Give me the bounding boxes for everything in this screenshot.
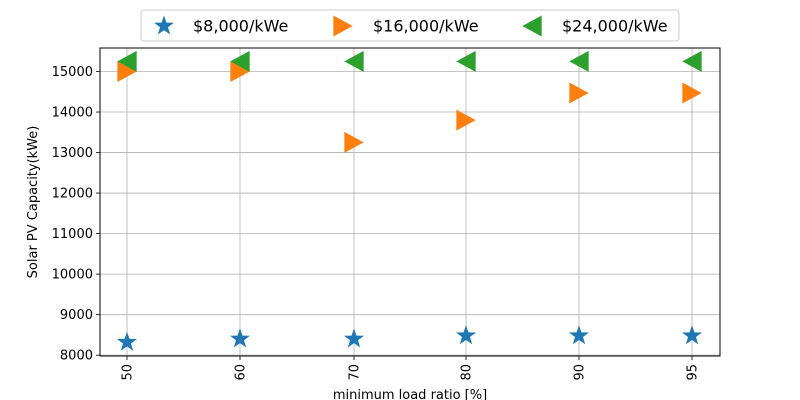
- marker-series-1-point-5: [682, 82, 702, 104]
- y-axis-label: Solar PV Capacity(kWe): [26, 126, 41, 279]
- legend-label: $24,000/kWe: [562, 17, 668, 36]
- marker-series-1-point-1: [230, 61, 250, 83]
- plot-frame: [99, 47, 721, 357]
- marker-series-0-point-5: [682, 325, 702, 345]
- y-tick-label: 13000: [52, 146, 93, 161]
- grid-lines: [100, 48, 720, 356]
- x-tick-label: 80: [460, 364, 475, 381]
- legend-box: [140, 9, 680, 42]
- plot-area: [100, 48, 720, 356]
- marker-series-0-point-0: [117, 331, 137, 351]
- marker-series-2-point-5: [682, 50, 702, 72]
- y-axis-ticks: 8000 9000 10000 11000 12000 13000 14000 15000: [52, 65, 100, 364]
- data-markers: [117, 50, 702, 351]
- legend-marker: [522, 15, 542, 37]
- marker-series-0-point-3: [456, 325, 476, 345]
- y-tick-label: 14000: [52, 106, 93, 121]
- x-tick-label: 70: [348, 364, 363, 381]
- y-tick-label: 10000: [52, 268, 93, 283]
- y-tick-label: 12000: [52, 187, 93, 202]
- legend-label: $8,000/kWe: [193, 17, 288, 36]
- x-tick-label: 90: [573, 364, 588, 381]
- x-axis-label: minimum load ratio [%]: [333, 388, 487, 400]
- marker-series-2-point-0: [117, 50, 137, 72]
- x-tick-label: 95: [686, 364, 701, 381]
- y-tick-label: 15000: [52, 65, 93, 80]
- marker-series-1-point-3: [456, 109, 476, 131]
- marker-series-2-point-4: [569, 50, 589, 72]
- marker-series-0-point-2: [344, 328, 364, 348]
- y-tick-label: 8000: [60, 349, 93, 364]
- x-axis-ticks: 50 60 70 80 90 95: [121, 356, 701, 381]
- marker-series-0-point-1: [230, 328, 250, 348]
- marker-series-1-point-4: [569, 82, 589, 104]
- marker-series-2-point-3: [456, 50, 476, 72]
- legend: $8,000/kWe $16,000/kWe $24,000/kWe: [140, 9, 680, 42]
- marker-series-2-point-2: [344, 50, 364, 72]
- legend-marker: [154, 15, 174, 35]
- x-tick-label: 50: [121, 364, 136, 381]
- marker-series-2-point-1: [230, 50, 250, 72]
- legend-marker: [333, 15, 353, 37]
- marker-series-0-point-4: [569, 325, 589, 345]
- y-tick-label: 9000: [60, 308, 93, 323]
- marker-series-1-point-0: [117, 61, 137, 83]
- legend-label: $16,000/kWe: [373, 17, 479, 36]
- y-tick-label: 11000: [52, 227, 93, 242]
- marker-series-1-point-2: [344, 131, 364, 153]
- x-tick-label: 60: [234, 364, 249, 381]
